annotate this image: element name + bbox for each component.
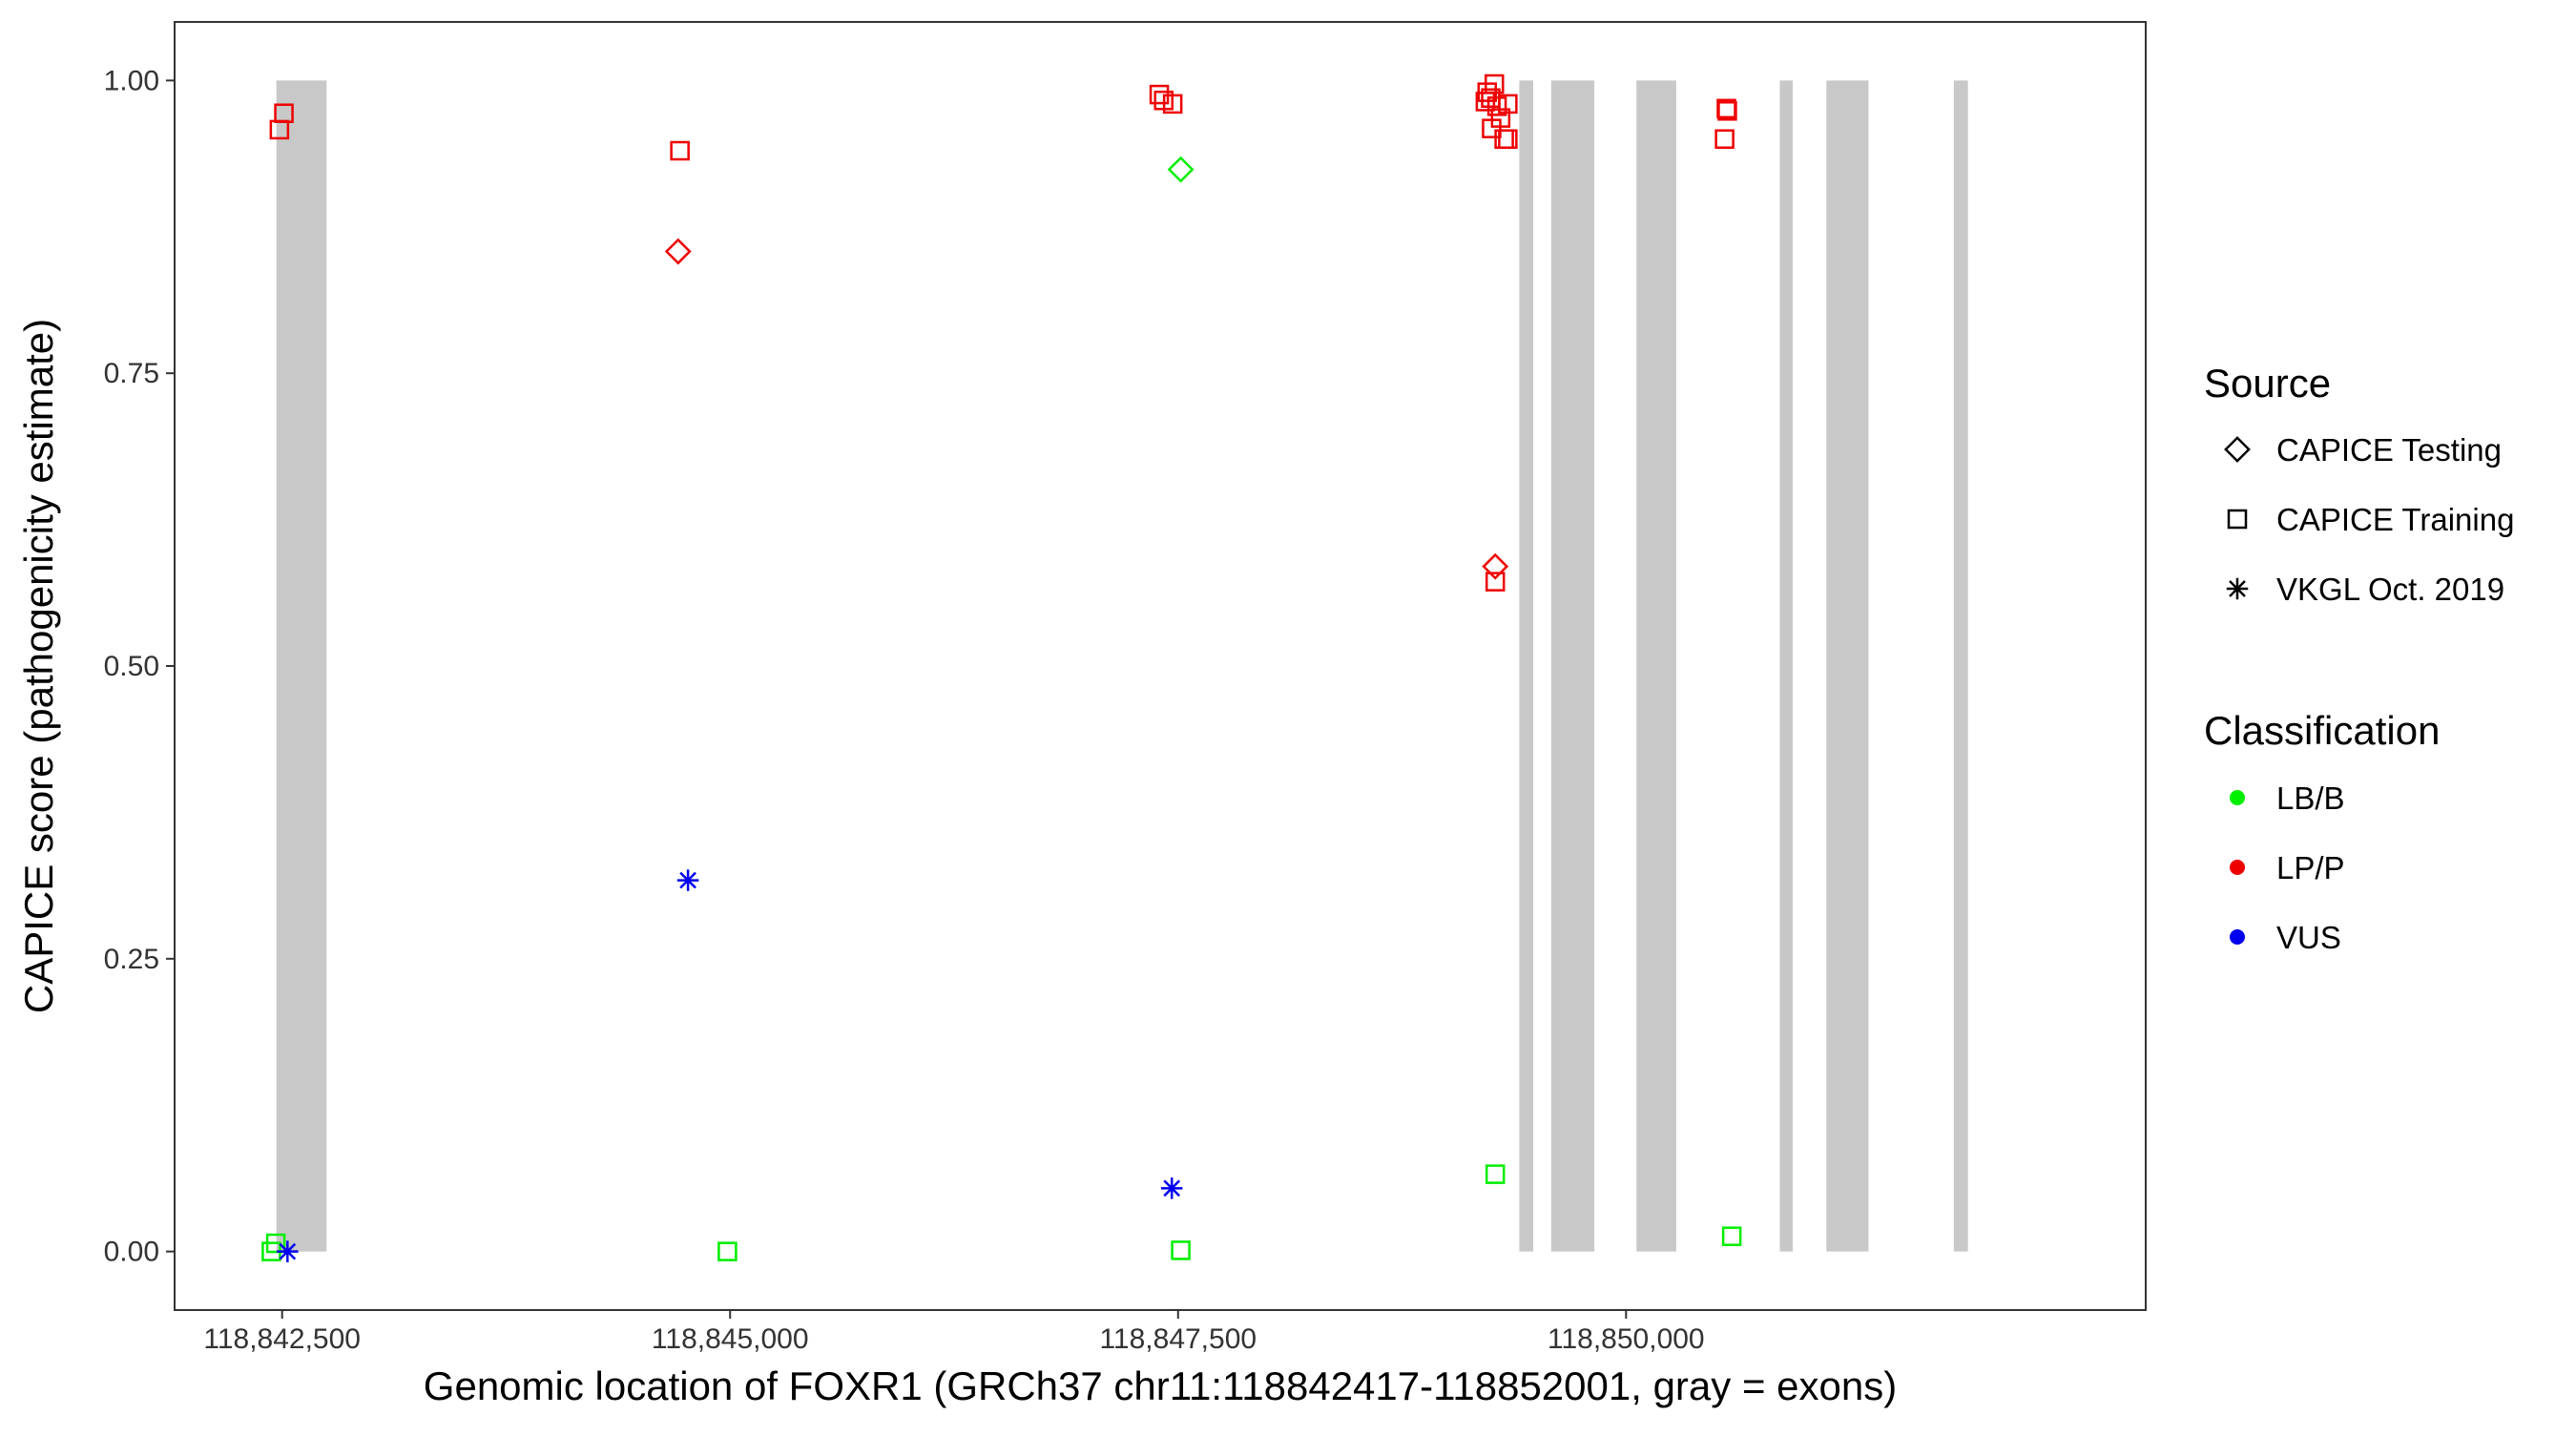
data-point-26 [1482,552,1509,580]
legend-source-key-3 [2226,577,2249,600]
y-tick-label-5: 1.00 [104,65,159,96]
x-tick-label-1: 118,842,500 [203,1323,361,1355]
data-point-7 [664,238,692,265]
data-point-2 [274,103,294,123]
exon-layer [276,80,1968,1252]
data-point-4 [265,1233,286,1254]
y-tick-label-3: 0.50 [104,651,159,682]
legend-source-label-2: CAPICE Training [2276,502,2514,537]
legend-classification-key-2 [2230,860,2245,875]
exon-band-7 [1953,80,1968,1252]
legend-classification-key-1 [2230,790,2245,805]
data-point-13 [1167,156,1195,183]
x-tick-label-2: 118,845,000 [652,1323,809,1355]
data-point-15 [1171,1240,1191,1260]
legend-classification-label-2: LP/P [2276,850,2345,885]
legend-classification-title: Classification [2204,708,2440,753]
legend-source-title: Source [2204,361,2331,406]
legend-classification-label-3: VUS [2276,920,2341,955]
legend-source-item-3: VKGL Oct. 2019 [2226,572,2504,607]
x-axis: 118,842,500 118,845,000 118,847,500 118,850… [203,1310,1705,1355]
data-point-9 [717,1241,737,1261]
legend-source-key-2 [2227,509,2248,530]
legend-source-label-1: CAPICE Testing [2276,432,2502,468]
legend-classification-item-2: LP/P [2230,850,2345,885]
exon-band-3 [1550,80,1595,1252]
data-point-30 [1717,101,1737,121]
exon-band-4 [1636,80,1676,1252]
y-tick-label-1: 0.00 [104,1237,159,1268]
legend-classification-item-1: LB/B [2230,780,2345,816]
y-axis: 0.00 0.25 0.50 0.75 1.00 [104,65,175,1268]
y-tick-label-2: 0.25 [104,944,159,975]
data-point-12 [1162,94,1183,114]
data-point-28 [1485,1164,1506,1184]
legend-source-item-1: CAPICE Testing [2224,432,2502,468]
data-point-32 [1721,1226,1742,1246]
data-point-6 [670,140,690,161]
exon-band-2 [1519,80,1534,1252]
data-point-25 [1498,129,1518,149]
point-layer [261,73,1742,1262]
data-point-19 [1475,92,1496,112]
legend-source-key-1 [2224,436,2251,463]
y-axis-title: CAPICE score (pathogenicity estimate) [16,319,61,1013]
legend-classification-item-3: VUS [2230,920,2341,955]
y-tick-label-4: 0.75 [104,358,159,389]
exon-band-1 [276,80,327,1252]
legend-classification-key-3 [2230,929,2245,945]
panel-background [175,22,2146,1310]
data-point-31 [1714,129,1735,149]
x-tick-label-4: 118,850,000 [1548,1323,1705,1355]
data-point-27 [1485,572,1506,592]
legend-source-item-2: CAPICE Training [2227,502,2514,537]
data-point-5 [277,1240,299,1262]
exon-band-6 [1826,80,1869,1252]
exon-band-5 [1779,80,1793,1252]
x-axis-title: Genomic location of FOXR1 (GRCh37 chr11:… [424,1363,1897,1408]
x-tick-label-3: 118,847,500 [1099,1323,1257,1355]
data-point-23 [1482,118,1502,138]
legend-source-label-3: VKGL Oct. 2019 [2276,572,2504,607]
data-point-8 [676,869,699,891]
legend-classification-label-1: LB/B [2276,780,2345,816]
legend-source: Source CAPICE Testing CAPICE Training VKGL… [2204,361,2514,607]
data-point-20 [1486,96,1507,116]
data-point-14 [1160,1177,1183,1199]
legend-classification: Classification LB/B LP/P VUS [2204,708,2440,955]
data-point-21 [1498,94,1518,114]
